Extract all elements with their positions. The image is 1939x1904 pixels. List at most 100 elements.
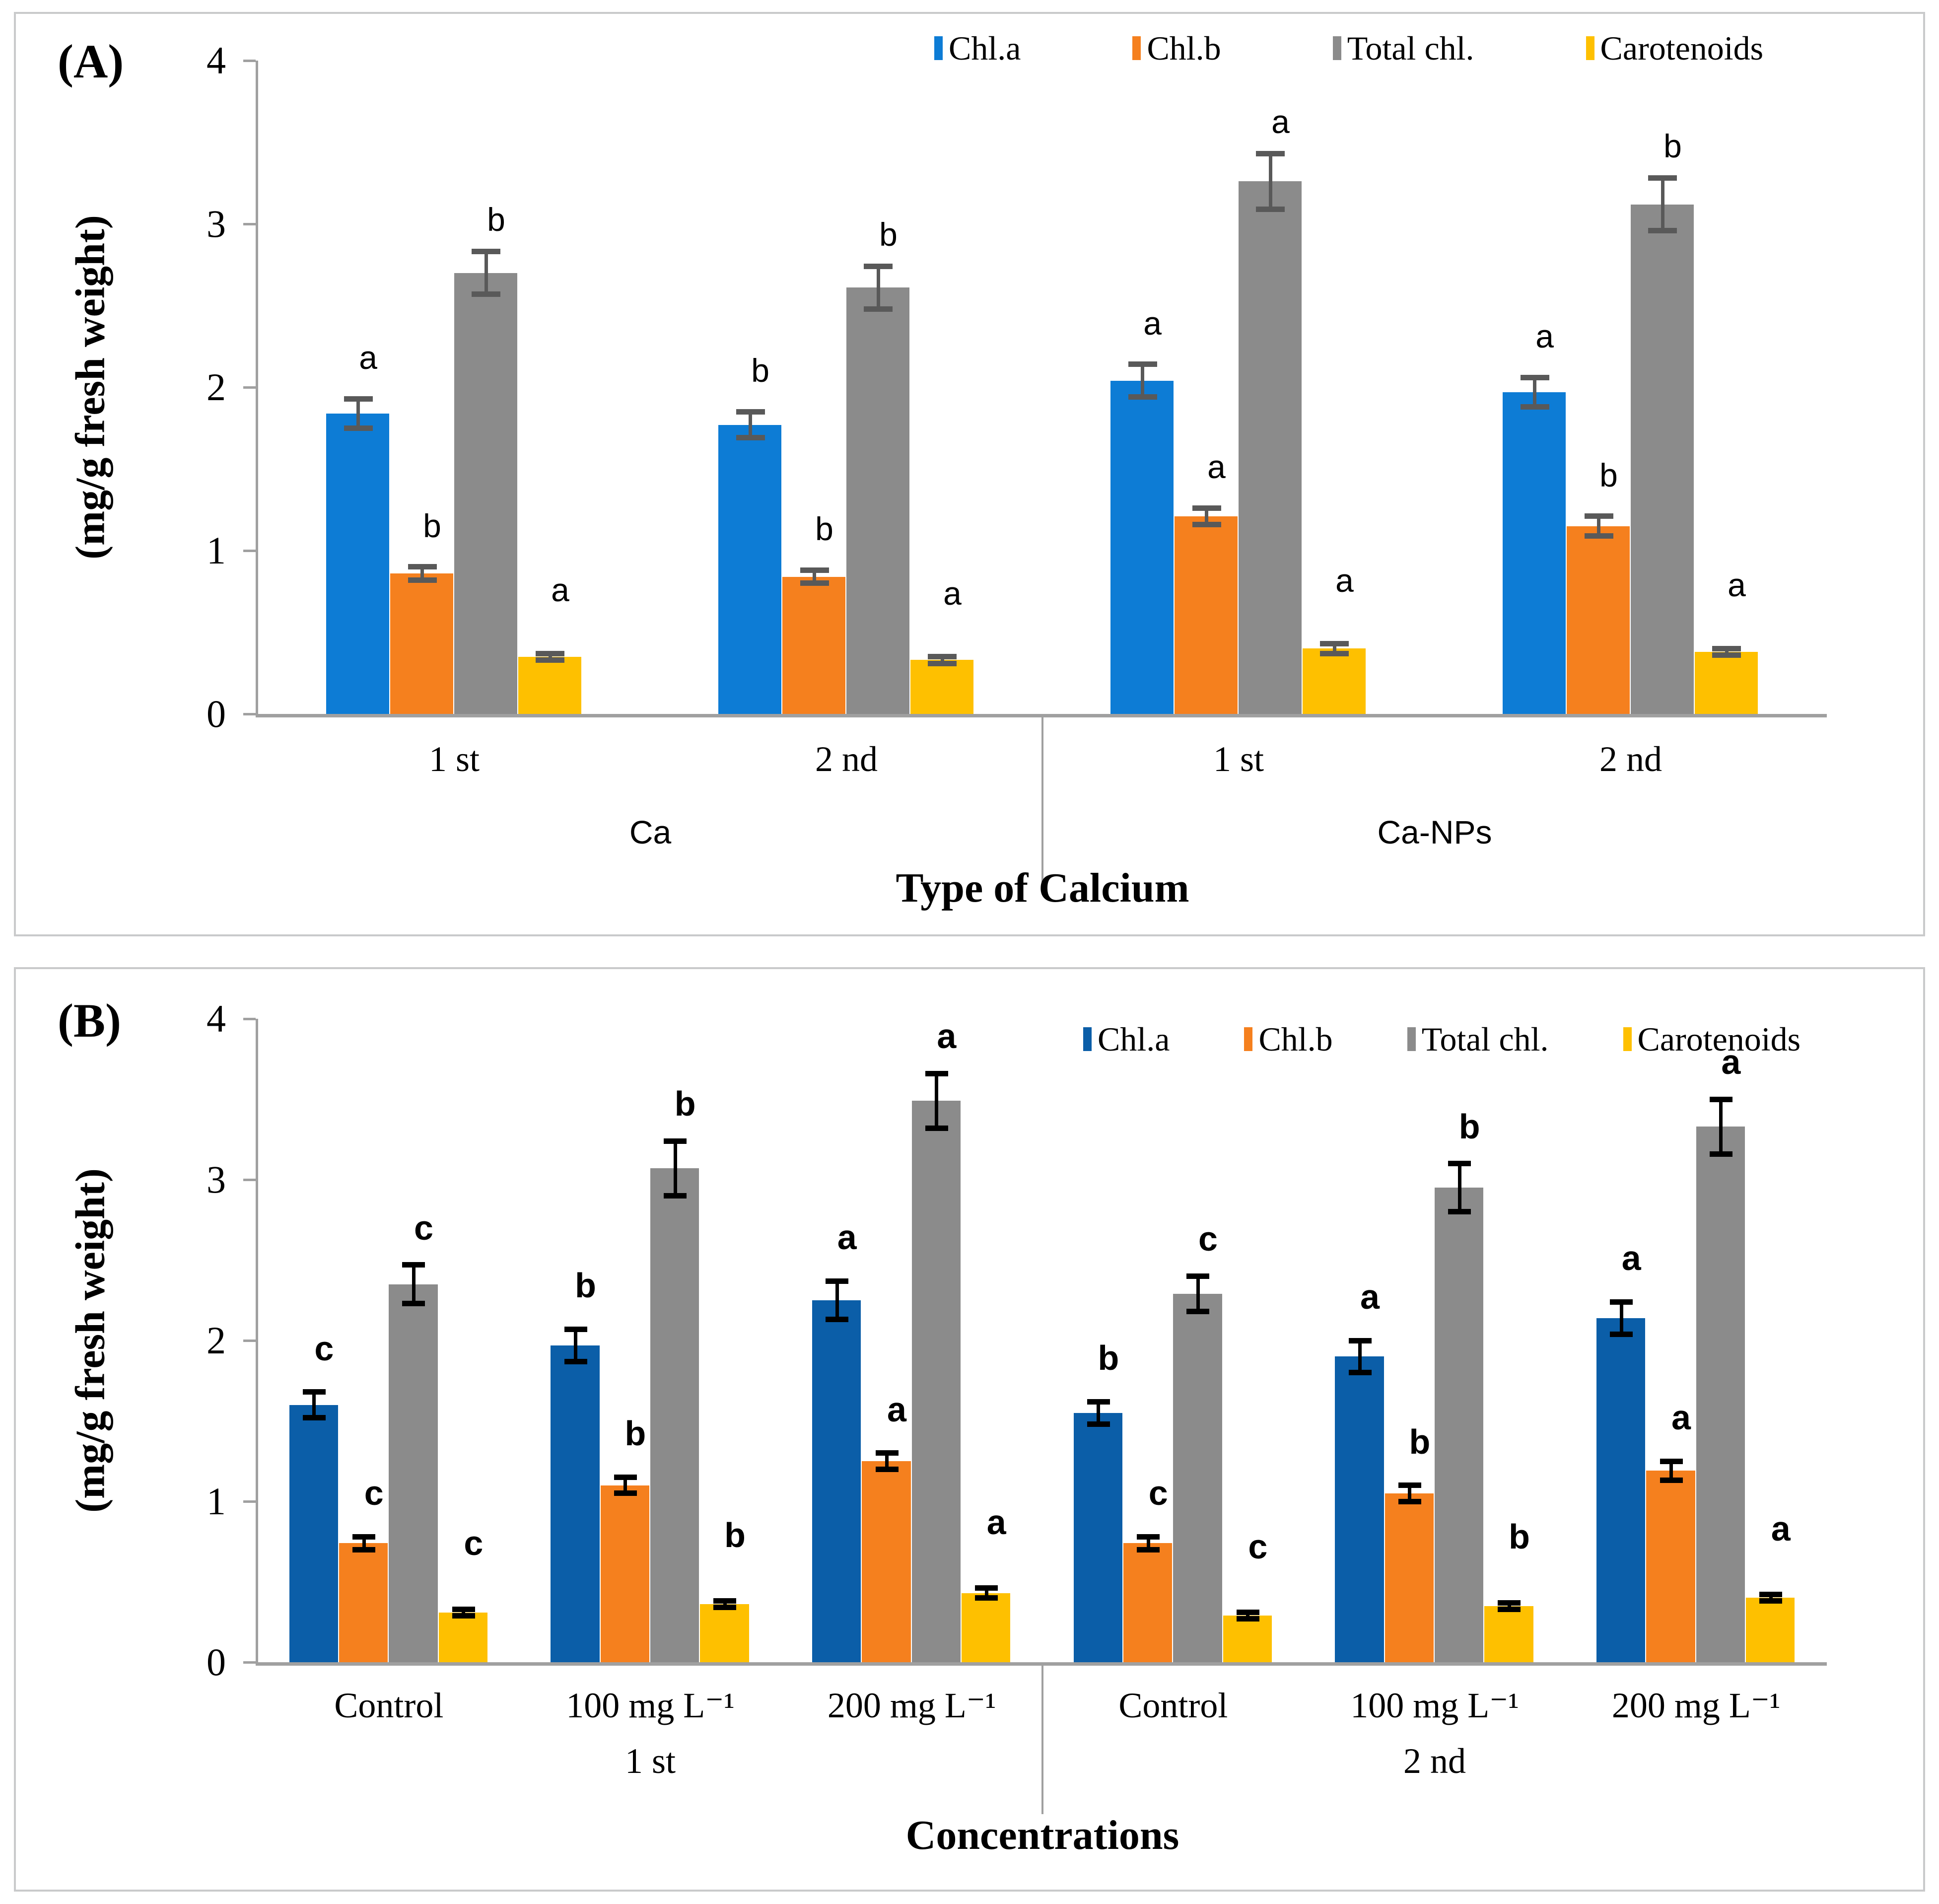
plot-area: 0 1 2 3 4 a b a a b b a b b b a b a a a a bbox=[207, 41, 1827, 734]
bar-chla-g3 bbox=[1110, 380, 1174, 714]
significance-letter: b bbox=[624, 1414, 646, 1453]
significance-letter: a bbox=[551, 571, 569, 609]
error-bar-cap-top bbox=[1584, 513, 1613, 519]
y-tick-label: 4 bbox=[207, 997, 226, 1040]
error-bar-cap-bottom bbox=[1398, 1498, 1421, 1504]
legend-marker-icon bbox=[1244, 1027, 1253, 1051]
error-bar-cap-bottom bbox=[1186, 1309, 1210, 1315]
significance-letter: a bbox=[1535, 318, 1554, 355]
error-bar-line bbox=[574, 1329, 577, 1362]
error-bar-cap-bottom bbox=[1128, 394, 1157, 400]
error-bar-line bbox=[312, 1392, 316, 1418]
significance-letter: b bbox=[575, 1266, 596, 1305]
significance-letter: a bbox=[1721, 1043, 1741, 1081]
x-section-label: Ca bbox=[629, 814, 672, 850]
bar-chlb-g3 bbox=[1175, 516, 1238, 714]
error-bar-cap-top bbox=[1256, 151, 1285, 157]
error-bar-line bbox=[935, 1073, 939, 1128]
error-bar-cap-bottom bbox=[402, 1300, 425, 1306]
legend-marker-icon bbox=[1586, 36, 1594, 60]
y-tick-label: 1 bbox=[207, 529, 226, 572]
bar-chla-g2 bbox=[551, 1345, 600, 1662]
y-tick-mark bbox=[243, 386, 256, 389]
legend-item-chla: Chl.a bbox=[1083, 1022, 1170, 1057]
significance-letter: b bbox=[1098, 1339, 1119, 1378]
legend-marker-icon bbox=[934, 36, 943, 60]
significance-letter: a bbox=[1771, 1509, 1791, 1548]
error-bar-cap-bottom bbox=[472, 291, 501, 297]
legend-label: Carotenoids bbox=[1600, 29, 1764, 67]
y-tick-mark bbox=[243, 1661, 256, 1664]
y-tick-mark bbox=[243, 223, 256, 225]
error-bar-cap-top bbox=[1186, 1273, 1210, 1279]
error-bar-cap-top bbox=[344, 396, 373, 402]
y-axis-line bbox=[256, 61, 258, 716]
significance-letter: b bbox=[423, 507, 441, 544]
significance-letter: a bbox=[1335, 562, 1354, 599]
x-category-label: 200 mg L⁻¹ bbox=[1611, 1686, 1781, 1725]
legend-item-carotenoids: Carotenoids bbox=[1623, 1022, 1800, 1057]
section-divider-line bbox=[1041, 1662, 1043, 1814]
legend-marker-icon bbox=[1083, 1027, 1092, 1051]
significance-letter: a bbox=[1271, 103, 1290, 140]
error-bar-cap-bottom bbox=[1320, 650, 1349, 656]
bar-totalchl-g3 bbox=[911, 1101, 961, 1662]
significance-letter: b bbox=[1599, 456, 1618, 494]
error-bar-cap-bottom bbox=[664, 1193, 687, 1199]
legend-label: Total chl. bbox=[1347, 29, 1474, 67]
error-bar-cap-top bbox=[1348, 1338, 1372, 1343]
significance-letter: c bbox=[1248, 1527, 1268, 1566]
x-category-label: 1 st bbox=[1213, 739, 1264, 779]
error-bar-cap-bottom bbox=[713, 1605, 737, 1611]
significance-letter: a bbox=[359, 339, 377, 376]
significance-letter: a bbox=[1360, 1277, 1380, 1316]
error-bar-line bbox=[1725, 648, 1729, 655]
legend-item-totalchl: Total chl. bbox=[1407, 1022, 1549, 1057]
bar-chlb-g3 bbox=[862, 1461, 911, 1662]
error-bar-cap-top bbox=[826, 1278, 849, 1284]
error-bar-line bbox=[1358, 1340, 1362, 1373]
error-bar-line bbox=[356, 399, 360, 428]
bar-chla-g3 bbox=[812, 1300, 861, 1662]
error-bar-cap-bottom bbox=[1712, 652, 1741, 658]
significance-letter: a bbox=[937, 1017, 957, 1056]
y-tick-label: 1 bbox=[207, 1480, 226, 1523]
bar-chlb-g6 bbox=[1646, 1471, 1695, 1662]
legend-marker-icon bbox=[1132, 36, 1141, 60]
error-bar-line bbox=[813, 570, 817, 583]
error-bar-cap-top bbox=[864, 264, 893, 270]
bar-chlb-g4 bbox=[1123, 1543, 1173, 1662]
error-bar-line bbox=[1669, 1461, 1673, 1481]
x-category-label: 1 st bbox=[428, 739, 480, 779]
significance-letter: b bbox=[1458, 1107, 1480, 1146]
error-bar-cap-bottom bbox=[614, 1490, 637, 1496]
legend: Chl.a Chl.b Total chl. Carotenoids bbox=[934, 31, 1763, 66]
bar-totalchl-g2 bbox=[650, 1168, 699, 1662]
y-tick-mark bbox=[243, 1179, 256, 1181]
significance-letter: c bbox=[414, 1208, 433, 1247]
x-section-label: 1 st bbox=[624, 1741, 676, 1781]
bar-chlb-g1 bbox=[339, 1543, 388, 1662]
y-tick-mark bbox=[243, 1340, 256, 1342]
error-bar-line bbox=[1141, 364, 1145, 397]
bar-totalchl-g6 bbox=[1696, 1127, 1745, 1662]
x-category-label: Control bbox=[334, 1686, 444, 1725]
significance-letter: a bbox=[1143, 304, 1162, 342]
legend-marker-icon bbox=[1332, 36, 1341, 60]
x-axis-title: Type of Calcium bbox=[896, 865, 1189, 911]
error-bar-cap-top bbox=[875, 1450, 899, 1456]
significance-letter: b bbox=[815, 510, 833, 548]
bar-chlb-g5 bbox=[1385, 1493, 1434, 1662]
error-bar-line bbox=[1597, 516, 1601, 536]
y-tick-mark bbox=[243, 1018, 256, 1020]
error-bar-cap-bottom bbox=[1087, 1421, 1110, 1427]
error-bar-line bbox=[1196, 1276, 1200, 1312]
error-bar-line bbox=[1533, 377, 1537, 407]
error-bar-line bbox=[1332, 643, 1336, 654]
error-bar-line bbox=[1268, 153, 1272, 210]
significance-letter: c bbox=[1148, 1474, 1168, 1513]
error-bar-cap-bottom bbox=[1610, 1331, 1633, 1337]
legend-item-totalchl: Total chl. bbox=[1332, 29, 1474, 67]
error-bar-cap-bottom bbox=[408, 577, 437, 583]
bar-chla-g5 bbox=[1335, 1356, 1384, 1662]
